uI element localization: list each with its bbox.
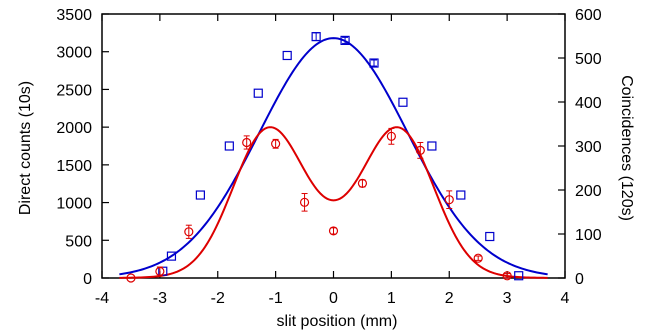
coincidences-point	[415, 145, 425, 155]
y-right-tick-label: 600	[575, 7, 602, 24]
direct-counts-point	[514, 271, 524, 281]
direct-counts-point	[311, 32, 321, 42]
x-tick-label: 0	[329, 290, 338, 307]
coincidences-point	[357, 178, 368, 188]
y-axis-right-title: Coincidences (120s)	[618, 75, 635, 221]
plot-frame	[101, 13, 566, 279]
y-left-tick-label: 1000	[56, 196, 92, 213]
x-tick-label: 2	[445, 290, 454, 307]
direct-counts-point	[485, 231, 495, 242]
fit-curves	[119, 37, 548, 279]
direct-counts-fit-curve	[119, 37, 548, 276]
direct-counts-point	[398, 97, 408, 107]
direct-counts-point	[427, 141, 437, 151]
coincidences-point	[242, 137, 252, 148]
y-left-tick-label: 3000	[56, 45, 92, 62]
axes: -4 -3 -2 -1 0 1 2 3 4050010001500200025003000350…	[56, 7, 601, 307]
direct-counts-point	[253, 88, 263, 98]
x-tick-label: 4	[561, 290, 570, 307]
y-left-tick-label: 0	[83, 271, 92, 288]
coincidences-point	[155, 266, 165, 276]
y-right-tick-label: 300	[575, 139, 602, 156]
coincidences-fit-curve	[119, 126, 548, 279]
y-left-tick-label: 1500	[56, 158, 92, 175]
direct-counts-point	[456, 190, 466, 200]
coincidences-point	[271, 139, 281, 149]
coincidences-point	[444, 195, 454, 205]
y-right-tick-label: 100	[575, 227, 602, 244]
direct-counts-point	[224, 141, 234, 151]
coincidences-point	[328, 226, 339, 236]
x-tick-label: -3	[153, 290, 167, 307]
y-left-tick-label: 2000	[56, 120, 92, 137]
direct-counts-point	[340, 35, 350, 46]
direct-counts-point	[195, 190, 205, 200]
y-axis-left-title: Direct counts (10s)	[17, 81, 34, 215]
y-right-tick-label: 500	[575, 51, 602, 68]
coincidences-point	[184, 227, 194, 237]
coincidences-point	[473, 253, 483, 263]
y-right-tick-label: 400	[575, 95, 602, 112]
y-right-tick-label: 200	[575, 183, 602, 200]
direct-counts-point	[166, 251, 177, 261]
direct-counts-point	[282, 50, 292, 61]
x-tick-label: 1	[387, 290, 396, 307]
x-axis-title: slit position (mm)	[277, 313, 398, 330]
y-left-tick-label: 3500	[56, 7, 92, 24]
coincidences-point	[502, 271, 512, 281]
y-right-tick-label: 0	[575, 271, 584, 288]
x-tick-label: 3	[503, 290, 512, 307]
coincidences-point	[126, 273, 136, 283]
direct-counts-point	[369, 58, 379, 68]
x-tick-label: -4	[95, 290, 109, 307]
y-left-tick-label: 500	[65, 233, 92, 250]
coincidences-point	[386, 131, 396, 141]
x-tick-label: -1	[269, 290, 283, 307]
x-tick-label: -2	[211, 290, 225, 307]
y-left-tick-label: 2500	[56, 82, 92, 99]
coincidences-point	[299, 197, 310, 207]
data-points	[126, 32, 524, 283]
